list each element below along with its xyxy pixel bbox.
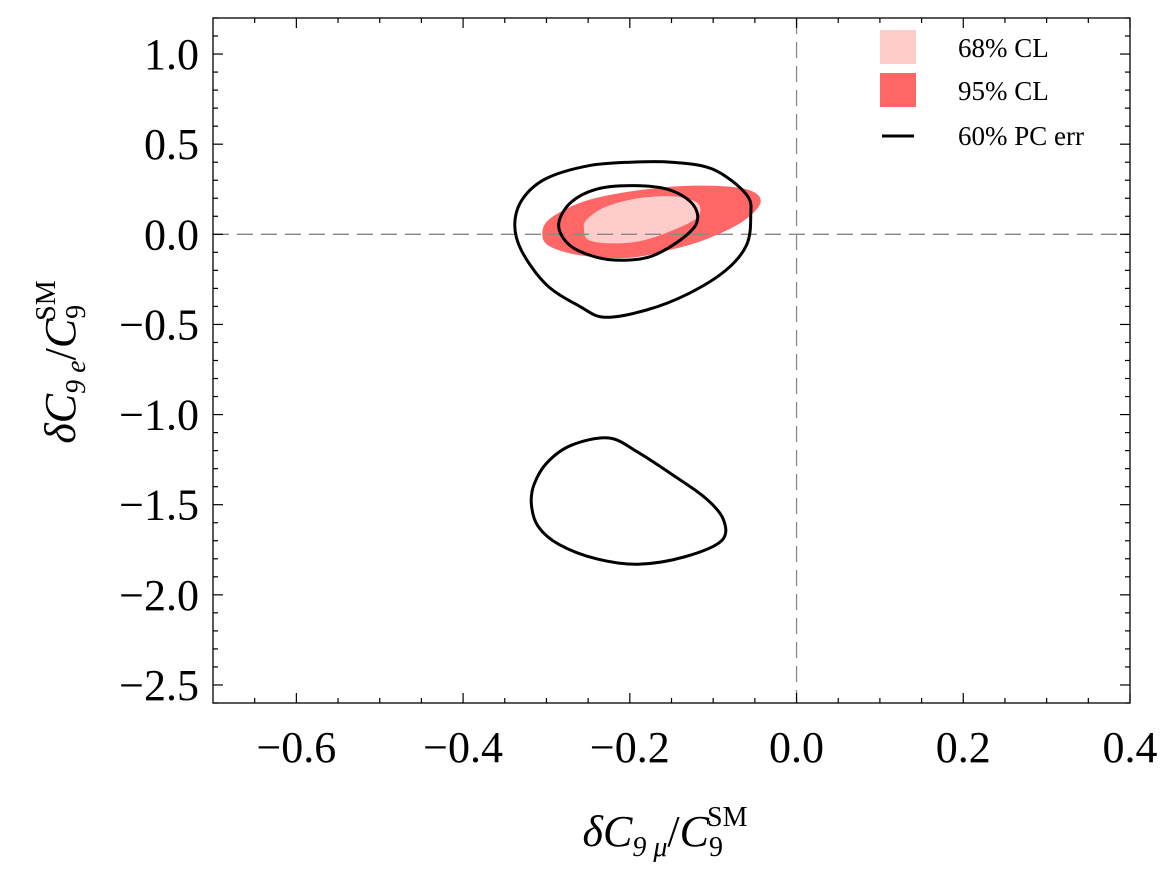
axis-ticks bbox=[213, 17, 1131, 704]
plot-background bbox=[213, 18, 1130, 703]
x-tick-label: 0.0 bbox=[769, 723, 824, 772]
legend: 68% CL 95% CL 60% PC err bbox=[880, 30, 1084, 151]
y-tick-label: −2.5 bbox=[119, 661, 199, 710]
legend-swatch-68cl bbox=[880, 30, 916, 64]
y-tick-label: −0.5 bbox=[119, 300, 199, 349]
regions-layer bbox=[542, 185, 761, 259]
x-tick-label: 0.2 bbox=[936, 723, 991, 772]
contours-layer bbox=[513, 160, 753, 566]
y-tick-label: 0.5 bbox=[144, 120, 199, 169]
y-tick-label: 0.0 bbox=[144, 210, 199, 259]
y-axis-title: δC9 e/C9SM bbox=[31, 280, 92, 443]
legend-label-95cl: 95% CL bbox=[958, 76, 1049, 106]
y-tick-label: −2.0 bbox=[119, 571, 199, 620]
x-tick-label: 0.4 bbox=[1103, 723, 1158, 772]
y-tick-label: 1.0 bbox=[144, 30, 199, 79]
region-68-cl bbox=[583, 196, 701, 244]
y-tick-label: −1.5 bbox=[119, 481, 199, 530]
legend-label-pc-err: 60% PC err bbox=[958, 121, 1084, 151]
x-tick-label: −0.6 bbox=[256, 723, 336, 772]
x-tick-label: −0.4 bbox=[423, 723, 503, 772]
x-tick-label: −0.2 bbox=[590, 723, 670, 772]
reference-lines bbox=[213, 18, 1130, 703]
legend-swatch-95cl bbox=[880, 73, 916, 107]
contour-60-pc-err-4 bbox=[529, 436, 728, 566]
y-tick-label: −1.0 bbox=[119, 391, 199, 440]
contour-60-pc-err-3 bbox=[557, 184, 700, 262]
legend-label-68cl: 68% CL bbox=[958, 33, 1049, 63]
x-axis-title: δC9 μ/C9SM bbox=[583, 802, 748, 863]
contour-60-pc-err-2 bbox=[513, 160, 753, 319]
y-tick-labels: 1.0 0.5 0.0 −0.5 −1.0 −1.5 −2.0 −2.5 bbox=[119, 30, 199, 710]
x-tick-labels: −0.6 −0.4 −0.2 0.0 0.2 0.4 bbox=[256, 723, 1157, 772]
